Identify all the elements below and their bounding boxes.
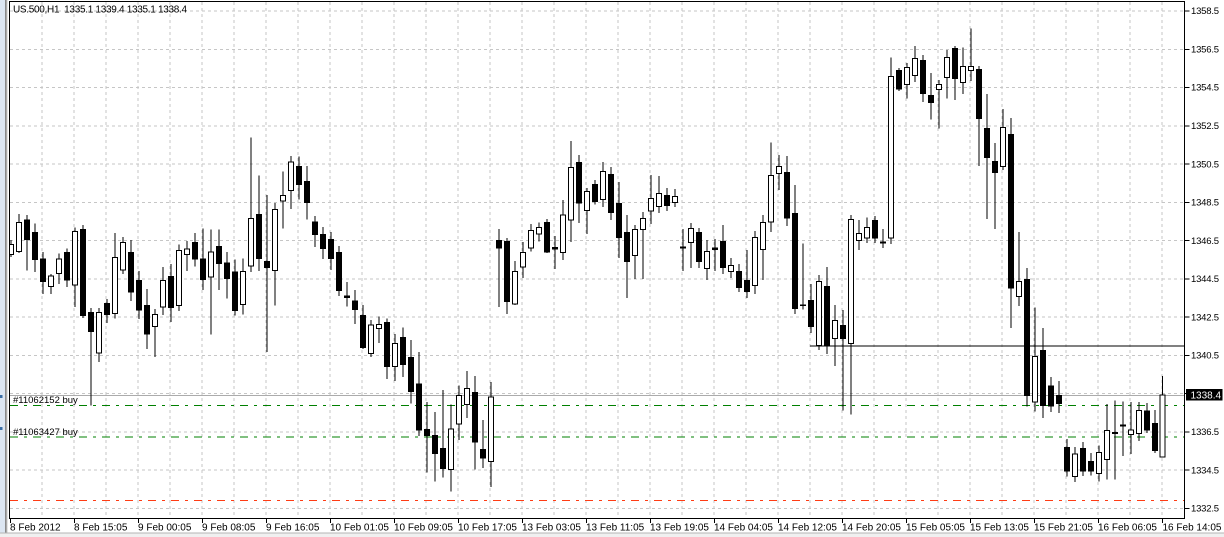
svg-text:1342.5: 1342.5 — [1191, 312, 1219, 323]
svg-text:1350.5: 1350.5 — [1191, 159, 1219, 170]
svg-text:9 Feb 08:05: 9 Feb 08:05 — [202, 523, 256, 534]
svg-text:1352.5: 1352.5 — [1191, 121, 1219, 132]
svg-text:1336.5: 1336.5 — [1191, 427, 1219, 438]
svg-text:9 Feb 16:05: 9 Feb 16:05 — [266, 523, 320, 534]
svg-text:14 Feb 12:05: 14 Feb 12:05 — [778, 523, 837, 534]
svg-text:14 Feb 04:05: 14 Feb 04:05 — [714, 523, 773, 534]
svg-text:#11063427 buy: #11063427 buy — [13, 427, 78, 438]
svg-text:1338.4: 1338.4 — [1191, 391, 1222, 402]
svg-text:15 Feb 13:05: 15 Feb 13:05 — [970, 523, 1029, 534]
svg-text:13 Feb 03:05: 13 Feb 03:05 — [522, 523, 581, 534]
svg-text:1344.5: 1344.5 — [1191, 274, 1219, 285]
svg-text:1348.5: 1348.5 — [1191, 198, 1219, 209]
svg-text:#11062152 buy: #11062152 buy — [13, 395, 78, 406]
svg-text:10 Feb 17:05: 10 Feb 17:05 — [458, 523, 517, 534]
svg-text:1334.5: 1334.5 — [1191, 465, 1219, 476]
svg-text:1356.5: 1356.5 — [1191, 45, 1219, 56]
svg-text:8 Feb 2012: 8 Feb 2012 — [10, 523, 61, 534]
svg-text:US.500,H1 1335.1 1339.4 1335.: US.500,H1 1335.1 1339.4 1335.1 1338.4 — [13, 5, 187, 16]
svg-text:14 Feb 20:05: 14 Feb 20:05 — [842, 523, 901, 534]
svg-text:10 Feb 09:05: 10 Feb 09:05 — [394, 523, 453, 534]
svg-text:13 Feb 11:05: 13 Feb 11:05 — [586, 523, 645, 534]
svg-text:1358.5: 1358.5 — [1191, 6, 1219, 17]
svg-text:15 Feb 21:05: 15 Feb 21:05 — [1034, 523, 1093, 534]
svg-text:9 Feb 00:05: 9 Feb 00:05 — [138, 523, 192, 534]
svg-text:13 Feb 19:05: 13 Feb 19:05 — [650, 523, 709, 534]
svg-text:16 Feb 06:05: 16 Feb 06:05 — [1098, 523, 1157, 534]
svg-text:1346.5: 1346.5 — [1191, 236, 1219, 247]
svg-text:1332.5: 1332.5 — [1191, 504, 1219, 515]
svg-text:1354.5: 1354.5 — [1191, 83, 1219, 94]
svg-text:1340.5: 1340.5 — [1191, 351, 1219, 362]
svg-text:10 Feb 01:05: 10 Feb 01:05 — [330, 523, 389, 534]
svg-text:16 Feb 14:05: 16 Feb 14:05 — [1163, 523, 1222, 534]
svg-text:15 Feb 05:05: 15 Feb 05:05 — [906, 523, 965, 534]
svg-text:8 Feb 15:05: 8 Feb 15:05 — [74, 523, 128, 534]
